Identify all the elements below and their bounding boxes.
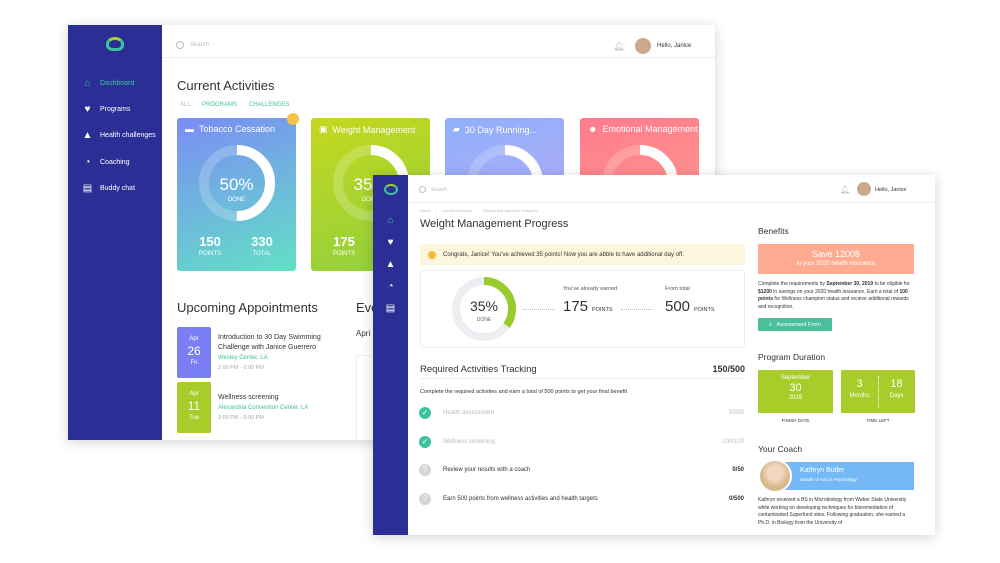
mountain-flag-icon: ▲ [82, 130, 93, 141]
logo-icon [106, 37, 124, 51]
appointment-date: Apr 26 Fri [177, 327, 211, 378]
scale-icon: ▣ [319, 124, 328, 134]
page-title: Current Activities [177, 78, 275, 93]
home-icon[interactable]: ⌂ [387, 215, 394, 226]
activity-card-tobacco[interactable]: ▬ Tobacco Cessation 50% DONE 150 POINTS 3… [177, 118, 296, 271]
search-icon [419, 186, 426, 193]
assessment-form-button[interactable]: ⤓ Assessment Form [758, 318, 832, 331]
heart-icon[interactable]: ♥ [387, 237, 394, 248]
tracking-item[interactable]: ? Review your results with a coach 0/50 [419, 464, 744, 476]
earned-points: 175 POINTS [563, 298, 613, 315]
breadcrumb-current: Weight Management Progress [483, 208, 538, 213]
header-divider [408, 202, 935, 203]
smiley-icon: ☻ [588, 124, 598, 134]
appointment-date: Apr 11 Tue [177, 382, 211, 433]
tracking-title: Required Activities Tracking [420, 364, 537, 375]
tracking-item: ✓ Wellness screening 100/100 [419, 436, 744, 448]
progress-ring [199, 145, 275, 221]
user-greeting[interactable]: Hello, Janice [875, 187, 907, 193]
benefits-text: Complete the requirements by September 3… [758, 281, 910, 310]
coach-photo [758, 459, 792, 493]
sidebar: ⌂ Dashboard ♥ Programs ▲ Health challenges … [68, 25, 162, 440]
search-input[interactable]: Search [431, 187, 447, 193]
sidebar-item-programs[interactable]: ♥ Programs [82, 104, 131, 115]
events-month: Apri [356, 329, 371, 338]
chat-icon[interactable]: ▤ [385, 303, 396, 314]
filter-programs[interactable]: PROGRAMS [202, 102, 238, 108]
search-input[interactable]: Search [190, 42, 210, 48]
connector [621, 309, 653, 310]
finish-date-box: September 30 2019 [758, 370, 833, 413]
tracking-item[interactable]: ? Earn 500 points from wellness activitie… [419, 493, 744, 505]
progress-arc [452, 277, 516, 341]
breadcrumb-current-activities[interactable]: Current Activities [442, 208, 473, 213]
smoking-icon: ▬ [185, 124, 194, 134]
progress-arc [199, 145, 275, 221]
mountain-flag-icon[interactable]: ▲ [385, 259, 396, 270]
question-icon: ? [419, 464, 431, 476]
savings-banner: Save 1200$ in your 2020 health insurance [758, 244, 914, 274]
heart-icon: ♥ [84, 104, 91, 115]
coach-title: Your Coach [758, 444, 803, 454]
download-icon: ⤓ [769, 321, 772, 327]
avatar[interactable] [635, 38, 651, 54]
logo-icon [384, 184, 398, 195]
tracking-item: ✓ Health assessment 50/50 [419, 407, 744, 419]
award-badge-icon [287, 113, 299, 125]
filter-all[interactable]: ALL [180, 102, 191, 108]
stopwatch-icon: ◔ [84, 157, 91, 168]
sidebar-item-dashboard[interactable]: ⌂ Dashboard [82, 78, 134, 89]
page-title: Weight Management Progress [420, 218, 569, 230]
events-title: Eve [356, 300, 379, 315]
sidebar-item-coaching[interactable]: ◔ Coaching [82, 157, 129, 168]
coach-card[interactable]: Kathryn Butler Master of Arts in Psycholo… [783, 462, 914, 490]
bell-icon[interactable]: 🔔︎ [613, 41, 625, 51]
stopwatch-icon[interactable]: ◔ [387, 281, 394, 292]
breadcrumb-home[interactable]: Home [420, 208, 431, 213]
sidebar: ⌂ ♥ ▲ ◔ ▤ [373, 175, 408, 535]
question-icon: ? [419, 493, 431, 505]
search-icon [176, 41, 184, 49]
connector [523, 309, 555, 310]
bell-icon[interactable]: 🔔︎ [840, 185, 851, 194]
header-divider [162, 57, 715, 58]
duration-title: Program Duration [758, 352, 826, 362]
award-icon [428, 250, 436, 259]
tracking-score: 150/500 [712, 364, 745, 374]
benefits-title: Benefits [758, 226, 789, 236]
time-left-box: 3 Months 18 Days [841, 370, 915, 413]
appointment-item[interactable]: Introduction to 30 Day Swimming Challeng… [218, 334, 321, 371]
progress-ring [452, 277, 516, 341]
progress-panel: 35% DONE You've already earned 175 POINTS… [420, 270, 745, 348]
sidebar-item-buddy-chat[interactable]: ▤ Buddy chat [82, 183, 136, 194]
coach-bio: Kathryn received a BS in Microbiology fr… [758, 497, 907, 526]
check-icon: ✓ [419, 407, 431, 419]
congrats-banner: Congrats, Janice! You've achieved 35 poi… [420, 244, 745, 265]
filter-challenges[interactable]: CHALLENGES [249, 102, 290, 108]
breadcrumb: Home › Current Activities › Weight Managem… [420, 208, 538, 213]
chat-icon: ▤ [82, 183, 93, 194]
avatar[interactable] [857, 182, 871, 196]
progress-window: ⌂ ♥ ▲ ◔ ▤ Search 🔔︎ Hello, Janice Home › … [373, 175, 935, 535]
user-greeting[interactable]: Hello, Janice [657, 43, 692, 49]
appointments-title: Upcoming Appointments [177, 300, 318, 315]
shoe-icon: ▰ [453, 124, 460, 134]
check-icon: ✓ [419, 436, 431, 448]
divider [420, 378, 745, 379]
appointment-item[interactable]: Wellness screening Alexandria Convention … [218, 394, 309, 421]
total-points: 500 POINTS [665, 298, 715, 315]
home-icon: ⌂ [84, 78, 91, 89]
tracking-description: Complete the required activities and ear… [420, 389, 627, 395]
sidebar-item-health-challenges[interactable]: ▲ Health challenges [82, 130, 156, 141]
